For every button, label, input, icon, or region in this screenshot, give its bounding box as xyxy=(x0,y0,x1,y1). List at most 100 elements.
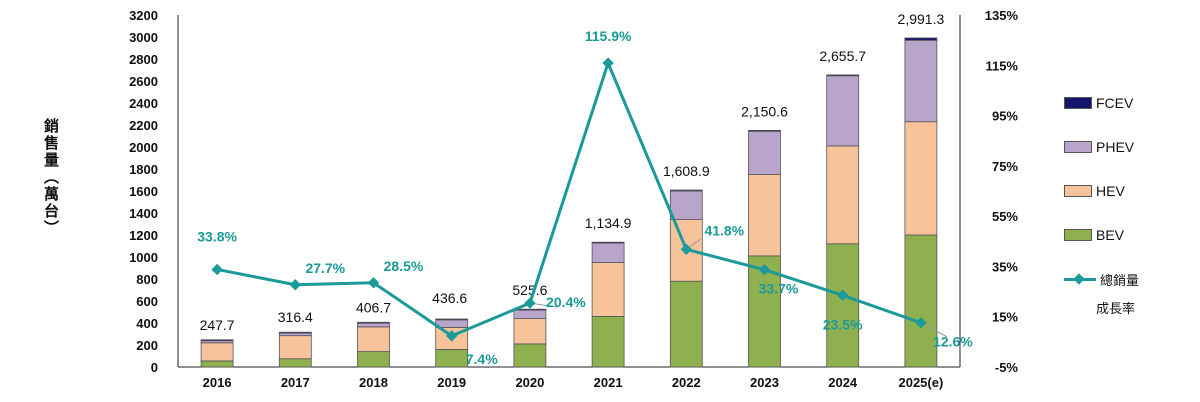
legend-hev-label: HEV xyxy=(1096,183,1125,199)
y-left-tick-label: 800 xyxy=(136,272,158,287)
bar-segment-fcev xyxy=(669,189,703,192)
x-tick-label: 2023 xyxy=(750,375,779,390)
legend-bev-label: BEV xyxy=(1096,227,1125,243)
legend-phev-label: PHEV xyxy=(1096,139,1135,155)
x-tick-label: 2018 xyxy=(359,375,388,390)
growth-label: 23.5% xyxy=(823,316,863,332)
y-left-tick-label: 2600 xyxy=(129,74,158,89)
growth-point xyxy=(915,317,927,329)
growth-label: 28.5% xyxy=(384,258,424,274)
bar-segment-bev xyxy=(904,234,938,368)
bar-segment-hev xyxy=(826,145,860,245)
total-label: 406.7 xyxy=(356,299,391,315)
bar-segment-fcev xyxy=(357,321,390,324)
total-label: 247.7 xyxy=(200,317,235,333)
bar-segment-phev xyxy=(904,39,938,123)
bar-segment-phev xyxy=(591,242,625,263)
bar-segment-phev xyxy=(513,309,547,319)
bar-segment-phev xyxy=(826,75,860,147)
bar-segment-bev xyxy=(591,315,625,368)
y-left-tick-label: 3200 xyxy=(129,8,158,23)
growth-point xyxy=(602,57,614,69)
bar-segment-bev xyxy=(278,358,312,368)
y-right-tick-label: 15% xyxy=(992,310,1018,325)
x-tick-label: 2019 xyxy=(437,375,466,390)
bar-segment-bev xyxy=(513,343,547,368)
y-left-tick-label: 600 xyxy=(136,294,158,309)
growth-point xyxy=(758,264,771,276)
bar-segment-phev xyxy=(748,130,781,175)
bar-segment-fcev xyxy=(278,331,312,334)
legend-hev-swatch xyxy=(1064,185,1092,197)
bar-segment-fcev xyxy=(826,74,860,77)
bar-segment-fcev xyxy=(904,37,938,41)
y-left-tick-label: 1200 xyxy=(129,228,158,243)
y-right-tick-label: -5% xyxy=(995,360,1019,375)
legend-fcev-swatch xyxy=(1064,97,1092,109)
y-right-tick-label: 115% xyxy=(985,58,1018,73)
x-tick-label: 2016 xyxy=(203,375,232,390)
growth-point xyxy=(289,279,301,291)
total-label: 1,608.9 xyxy=(663,163,710,179)
bar-segment-bev xyxy=(200,360,234,368)
y-right-tick-label: 35% xyxy=(992,259,1018,274)
y-right-tick-label: 55% xyxy=(992,209,1018,224)
bar-segment-bev xyxy=(826,243,860,368)
bar-segment-bev xyxy=(669,280,703,368)
growth-point xyxy=(446,330,458,342)
growth-label: 7.4% xyxy=(466,351,498,367)
bar-segment-hev xyxy=(591,262,625,317)
bar-segment-phev xyxy=(435,319,469,328)
growth-label: 33.7% xyxy=(759,281,799,297)
legend-growth-label: 總銷量 xyxy=(1100,273,1140,289)
growth-point xyxy=(524,297,536,309)
bar-segment-hev xyxy=(904,121,938,236)
legend-hev: HEV xyxy=(1064,182,1125,200)
y-left-tick-label: 3000 xyxy=(129,30,158,45)
growth-point xyxy=(211,263,223,276)
bar-segment-bev xyxy=(357,351,390,368)
growth-label: 33.8% xyxy=(197,228,237,244)
bar-segment-fcev xyxy=(591,241,625,244)
y-left-tick-label: 2000 xyxy=(129,140,158,155)
y-right-tick-label: 95% xyxy=(992,109,1018,124)
bar-segment-hev xyxy=(278,335,312,360)
growth-label: 41.8% xyxy=(704,222,744,238)
legend-bev: BEV xyxy=(1064,226,1124,244)
y-left-tick-label: 0 xyxy=(151,360,158,375)
growth-label: 20.4% xyxy=(546,294,586,310)
total-label: 2,150.6 xyxy=(741,103,788,119)
growth-label-leader xyxy=(920,322,948,338)
y-right-tick-label: 75% xyxy=(992,159,1018,174)
total-label: 525.6 xyxy=(512,282,547,298)
total-label: 1,134.9 xyxy=(585,215,632,231)
y-right-tick-label: 135% xyxy=(985,8,1019,23)
legend-fcev: FCEV xyxy=(1064,94,1133,112)
growth-line xyxy=(216,61,922,338)
growth-label: 12.6% xyxy=(933,334,973,350)
legend-fcev-label: FCEV xyxy=(1096,95,1134,111)
y-left-tick-label: 1400 xyxy=(129,206,158,221)
bar-segment-fcev xyxy=(200,339,234,342)
bar-segment-hev xyxy=(513,318,547,345)
x-tick-label: 2017 xyxy=(281,375,310,390)
bar-segment-phev xyxy=(669,190,703,221)
bar-segment-bev xyxy=(435,348,469,368)
y-left-tick-label: 1000 xyxy=(129,250,158,265)
growth-point xyxy=(367,277,380,289)
total-label: 2,655.7 xyxy=(819,48,866,64)
growth-label: 115.9% xyxy=(585,28,632,44)
y-left-tick-label: 1800 xyxy=(129,162,158,177)
bar-segment-hev xyxy=(357,326,390,353)
total-label: 316.4 xyxy=(278,309,313,325)
bar-segment-hev xyxy=(748,174,781,257)
x-tick-label: 2021 xyxy=(594,375,623,390)
bar-segment-fcev xyxy=(748,130,781,132)
x-tick-label: 2022 xyxy=(672,375,701,390)
x-tick-label: 2024 xyxy=(828,375,858,390)
growth-label: 27.7% xyxy=(305,260,345,276)
y-left-tick-label: 1600 xyxy=(129,184,158,199)
legend-phev: PHEV xyxy=(1064,138,1134,156)
legend-growth-line xyxy=(1064,272,1096,286)
